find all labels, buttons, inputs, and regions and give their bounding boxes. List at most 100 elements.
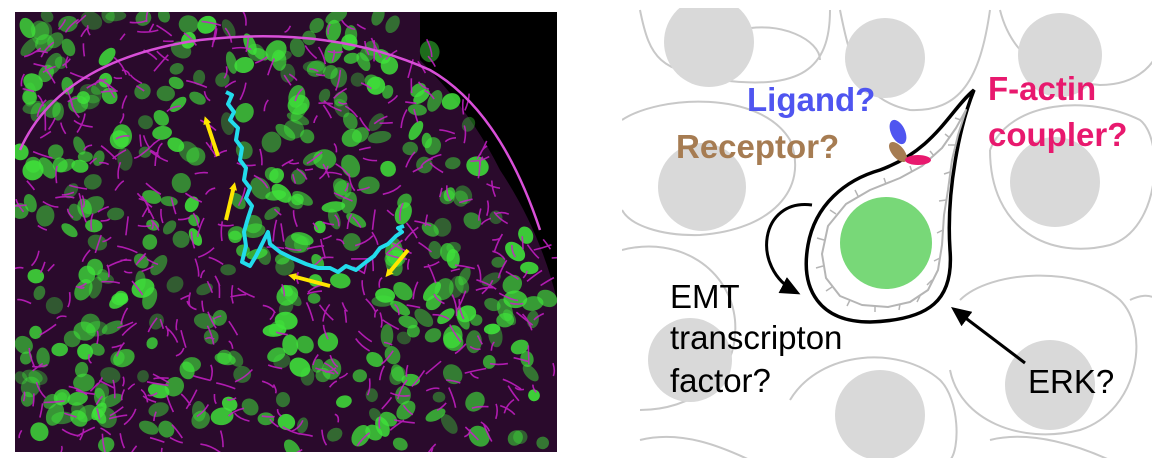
nucleus-blob [181,31,196,49]
nucleus-blob [284,439,301,452]
nucleus-blob [101,320,123,335]
nucleus-blob [172,230,190,248]
nucleus-blob [138,420,159,435]
nucleus-blob [522,296,544,311]
nucleus-blob [142,234,158,250]
nucleus-blob [101,12,115,24]
nucleus-blob [105,12,127,22]
nucleus-blob [98,437,115,452]
nucleus-blob [148,402,169,418]
neighbor-cell [999,9,1152,87]
nucleus-blob [261,131,282,153]
nucleus-blob [23,73,43,92]
nucleus-blob [152,125,172,140]
nucleus-blob [433,217,452,237]
nucleus-blob [15,371,28,385]
nucleus-blob [153,110,169,126]
neighbor-nucleus [835,370,925,458]
neighbor-cell [789,356,958,458]
nucleus-blob [379,411,398,427]
nucleus-blob [414,308,434,328]
nucleus-blob [396,400,416,420]
nucleus-blob [227,226,245,241]
tissue-boundary-arc [18,35,542,231]
nucleus-blob [67,391,88,406]
nucleus-blob [22,89,37,105]
neighbor-nuclei [648,8,1102,458]
fluorescence-micrograph [15,12,557,452]
nucleus-blob [371,12,385,26]
nucleus-blob [366,351,383,368]
nucleus-blob [394,202,412,225]
neighbor-cells [622,9,1152,458]
nucleus-blob [446,241,461,254]
nucleus-blob [45,297,64,315]
nucleus-blob [277,413,296,431]
receptor-shape [889,142,907,162]
nucleus-blob [61,38,76,57]
nucleus-blob [437,308,455,325]
nucleus-blob [384,346,401,365]
neighbor-nucleus [648,318,732,402]
nucleus-blob [287,94,310,115]
nucleus-blob [307,293,321,304]
nucleus-blob [321,201,346,213]
nucleus-blob [391,364,404,382]
nucleus-blob [138,115,153,130]
nucleus-blob [38,157,56,179]
nucleus-blob [58,15,78,33]
nucleus-blob [45,403,65,426]
nucleus-blob [458,267,471,286]
nucleus-blob [271,183,292,203]
nucleus-blob [445,157,461,170]
nucleus-blob [296,335,314,354]
nucleus-blob [407,104,427,116]
factin-coupler-label-line2: coupler? [988,116,1127,153]
nucleus-blob [74,279,93,301]
nucleus-blob [142,287,158,310]
nucleus-blob [520,261,539,275]
nucleus-blob [196,283,213,296]
nucleus-blob [228,350,244,367]
nucleus-blob [323,64,338,80]
emt-label-line2: transcripton [670,319,842,356]
nucleus-blob [332,178,349,196]
nucleus-blob [448,275,464,298]
nucleus-blob [243,33,257,56]
nucleus-blob [162,220,177,235]
nucleus-blob [80,94,100,110]
nucleus-blob [342,233,361,251]
nucleus-blob [413,89,430,104]
nucleus-blob [184,196,199,213]
nucleus-blob [421,132,432,149]
nucleus-blob [82,196,105,215]
nucleus-blob [186,147,206,166]
nucleus-blob [40,12,54,23]
nucleus-blob [36,205,55,227]
neighbor-cell [1129,294,1152,301]
nucleus-blob [275,123,296,141]
nucleus-blob [85,321,108,337]
nucleus-blob [522,364,539,382]
nucleus-blob [135,270,146,291]
nucleus-blob [107,207,125,221]
nucleus-blob [15,203,29,219]
nucleus-blob [491,256,506,268]
nucleus-blob [267,347,286,363]
neighbor-cell [622,100,796,237]
nucleus-blob [536,436,549,450]
nucleus-blob [317,332,339,352]
nucleus-blob [197,15,217,34]
nucleus-blob [189,91,206,105]
neighbor-cell [989,104,1152,250]
nucleus-blob [156,85,175,102]
nucleus-blob [220,264,236,276]
nucleus-blob [454,275,470,294]
factin-coupler-label-line1: F-actin [988,70,1096,107]
nucleus-blob [318,88,331,103]
nucleus-blob [468,425,490,447]
nucleus-blob [289,357,311,377]
nucleus-blob [88,276,103,299]
cell-track [225,90,405,274]
nucleus-blob [453,190,469,207]
